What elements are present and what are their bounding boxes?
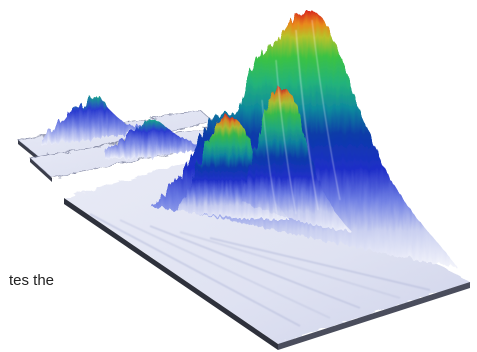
ridge-peak xyxy=(240,87,352,232)
peak-streaks xyxy=(261,19,341,219)
slice-front-edge-right xyxy=(278,282,470,350)
slice-front-edge-left xyxy=(64,198,278,350)
slice-middle-peaks xyxy=(104,119,204,159)
slice-back xyxy=(17,95,215,162)
slice-back-peaks xyxy=(40,95,150,144)
floor-texture xyxy=(89,213,431,327)
caption-fragment: tes the xyxy=(9,272,57,290)
slice-back-edge xyxy=(18,140,40,162)
slice-front xyxy=(64,11,470,350)
slice-middle-edge xyxy=(30,158,52,182)
